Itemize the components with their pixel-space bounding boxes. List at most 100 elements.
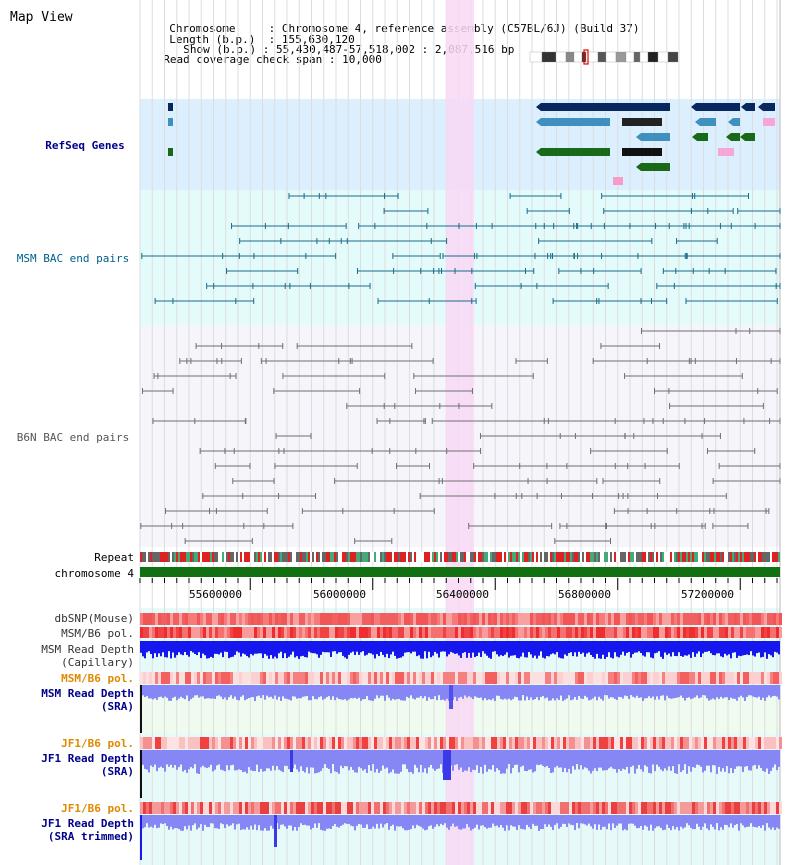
- jf1-trim-depth-bar: [412, 815, 414, 826]
- jf1-b6-pol-strip-2: [458, 802, 461, 814]
- jf1-b6-pol-strip: [347, 737, 350, 749]
- jf1-b6-pol-strip-2: [500, 802, 503, 814]
- msm-sra-depth-bar: [708, 685, 710, 701]
- jf1-b6-pol-strip-2: [299, 802, 302, 814]
- msm-sra-depth-bar: [770, 685, 772, 698]
- repeat-segment: [658, 552, 660, 562]
- msm-sra-depth-bar: [534, 685, 536, 700]
- dbsnp-strip: [419, 613, 422, 625]
- jf1-b6-pol-strip-2: [575, 802, 578, 814]
- repeat-segment: [428, 552, 430, 562]
- jf1-sra-depth-bar: [256, 750, 258, 765]
- msm-capillary-depth-bar: [660, 641, 662, 657]
- msm-capillary-depth-bar: [378, 641, 380, 656]
- jf1-b6-pol-strip-2: [419, 802, 422, 814]
- jf1-sra-depth-bar: [702, 750, 704, 773]
- msm-sra-depth-bar: [596, 685, 598, 701]
- repeat-segment: [354, 552, 356, 562]
- msm-capillary-depth-bar: [346, 641, 348, 659]
- msm-capillary-depth-bar: [218, 641, 220, 655]
- jf1-trim-depth-bar: [212, 815, 214, 824]
- jf1-b6-pol-strip: [356, 737, 359, 749]
- msm-b6-pol-strip-2: [530, 672, 533, 684]
- jf1-sra-depth-bar: [154, 750, 156, 765]
- msm-b6-pol-strip: [599, 627, 602, 638]
- msm-capillary-depth-bar: [390, 641, 392, 655]
- jf1-sra-depth-bar: [218, 750, 220, 765]
- repeat-segment: [282, 552, 284, 562]
- dbsnp-strip: [542, 613, 545, 625]
- msm-capillary-depth-bar: [494, 641, 496, 652]
- jf1-sra-depth-bar: [622, 750, 624, 769]
- jf1-b6-pol-strip: [320, 737, 323, 749]
- jf1-sra-depth-bar: [586, 750, 588, 769]
- msm-capillary-depth-bar: [664, 641, 666, 653]
- msm-b6-pol-strip-2: [356, 672, 359, 684]
- jf1-b6-pol-strip-2: [710, 802, 713, 814]
- msm-b6-pol-strip: [311, 627, 314, 638]
- track-label-b6n-bac[interactable]: B6N BAC end pairs: [16, 431, 130, 444]
- repeat-segment: [624, 552, 626, 562]
- jf1-sra-depth-bar: [388, 750, 390, 774]
- jf1-b6-pol-strip-2: [779, 802, 782, 814]
- jf1-trim-depth-bar: [598, 815, 600, 825]
- msm-sra-depth-bar: [286, 685, 288, 699]
- msm-b6-pol-strip: [482, 627, 485, 638]
- dbsnp-strip: [365, 613, 368, 625]
- msm-b6-pol-strip: [428, 627, 431, 638]
- jf1-trim-depth-bar: [244, 815, 246, 830]
- jf1-trim-depth-bar: [524, 815, 526, 830]
- jf1-b6-pol-strip-2: [434, 802, 437, 814]
- msm-capillary-depth-bar: [588, 641, 590, 653]
- jf1-b6-pol-strip-2: [296, 802, 299, 814]
- repeat-segment: [514, 552, 516, 562]
- jf1-sra-depth-bar: [396, 750, 398, 774]
- jf1-sra-depth-bar: [188, 750, 190, 770]
- dbsnp-strip: [599, 613, 602, 625]
- gene-arrow: [728, 118, 733, 126]
- dbsnp-strip: [389, 613, 392, 625]
- repeat-segment: [666, 552, 668, 562]
- track-label-refseq[interactable]: RefSeq Genes: [45, 139, 125, 152]
- msm-sra-depth-bar: [326, 685, 328, 698]
- jf1-sra-depth-bar: [224, 750, 226, 772]
- msm-sra-depth-bar: [372, 685, 374, 701]
- jf1-b6-pol-strip: [212, 737, 215, 749]
- msm-capillary-depth-bar: [488, 641, 490, 658]
- msm-capillary-depth-bar: [308, 641, 310, 652]
- jf1-sra-depth-bar: [268, 750, 270, 769]
- jf1-sra-depth-bar: [144, 750, 146, 769]
- msm-sra-depth-bar: [480, 685, 482, 698]
- jf1-trim-depth-bar: [748, 815, 750, 827]
- dbsnp-strip: [758, 613, 761, 625]
- msm-capillary-depth-bar: [402, 641, 404, 657]
- msm-b6-pol-strip-2: [746, 672, 749, 684]
- repeat-segment: [554, 552, 556, 562]
- jf1-trim-depth-bar: [652, 815, 654, 831]
- repeat-segment: [744, 552, 746, 562]
- jf1-sra-depth-bar: [190, 750, 192, 768]
- msm-b6-pol-strip-2: [182, 672, 185, 684]
- track-label-msm-depth-sra: MSM Read Depth (SRA): [20, 687, 134, 713]
- msm-sra-depth-bar: [502, 685, 504, 700]
- repeat-segment: [484, 552, 486, 562]
- msm-sra-depth-bar: [690, 685, 692, 700]
- jf1-b6-pol-strip: [281, 737, 284, 749]
- jf1-trim-depth-bar: [512, 815, 514, 827]
- jf1-sra-depth-bar: [274, 750, 276, 771]
- jf1-b6-pol-strip: [290, 737, 293, 749]
- msm-sra-depth-bar: [772, 685, 774, 697]
- msm-b6-pol-strip: [377, 627, 380, 638]
- jf1-trim-depth-bar: [446, 815, 448, 828]
- track-label-msm-bac[interactable]: MSM BAC end pairs: [16, 252, 130, 265]
- msm-sra-depth-bar: [598, 685, 600, 697]
- dbsnp-strip: [338, 613, 341, 625]
- jf1-trim-depth-bar: [316, 815, 318, 828]
- jf1-trim-depth-bar: [712, 815, 714, 827]
- track-label-msm-depth-cap: MSM Read Depth (Capillary): [20, 643, 134, 669]
- jf1-b6-pol-strip-2: [767, 802, 770, 814]
- jf1-b6-pol-strip-2: [731, 802, 734, 814]
- sep: :: [255, 33, 282, 46]
- jf1-b6-pol-strip-2: [359, 802, 362, 814]
